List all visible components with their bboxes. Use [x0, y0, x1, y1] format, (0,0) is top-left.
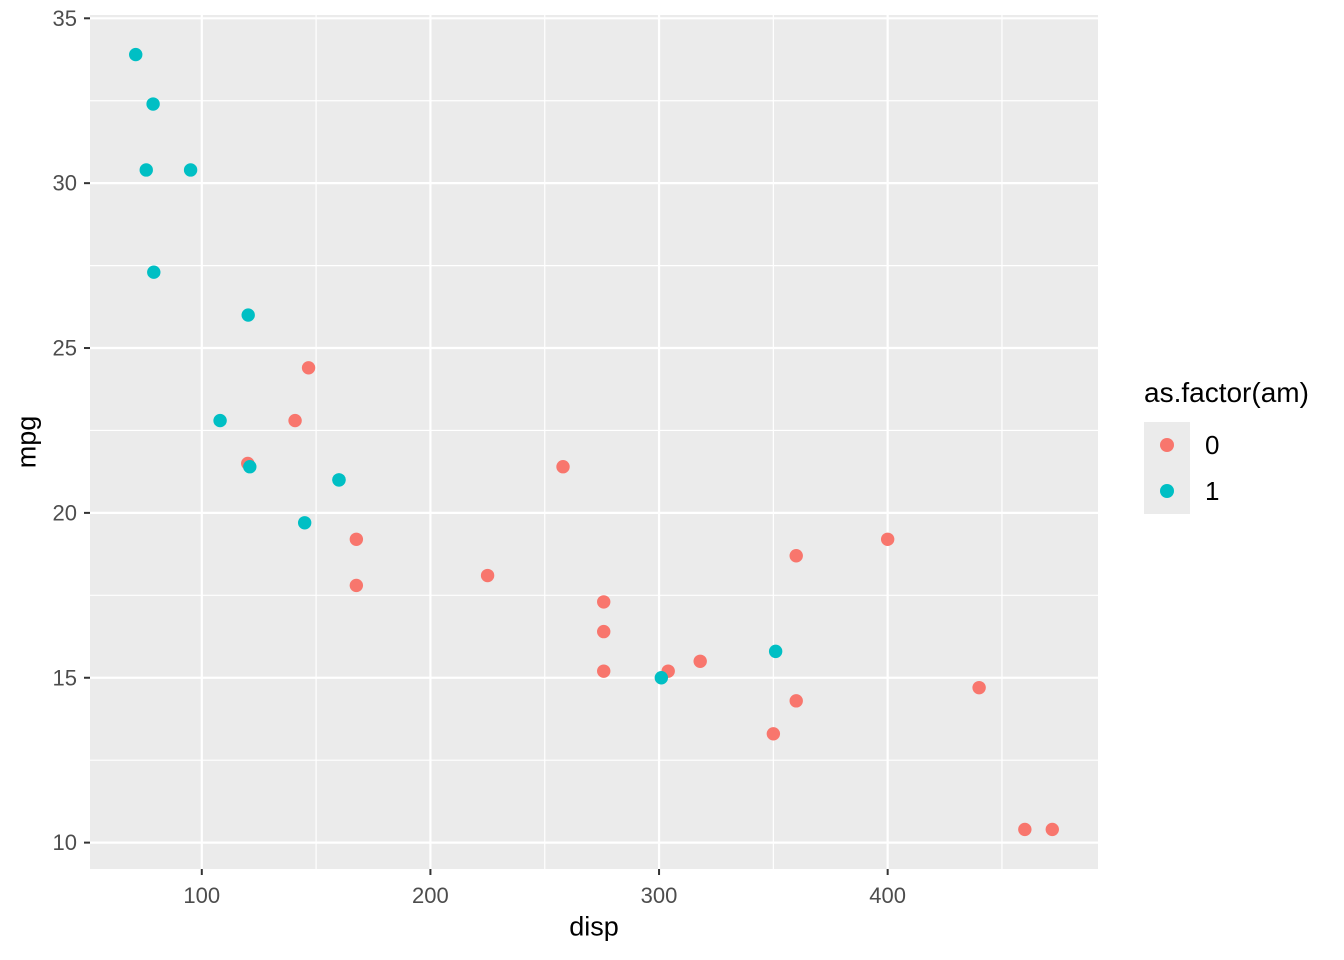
legend-title: as.factor(am) [1144, 377, 1309, 408]
legend-dot-icon-am-0 [1160, 438, 1174, 452]
data-point-am-0 [1045, 822, 1059, 837]
data-point-am-0 [349, 578, 364, 593]
legend-key-box-0 [1144, 422, 1190, 468]
legend-item-am-0: 0 [1144, 422, 1309, 468]
data-point-am-1 [243, 460, 257, 474]
data-point-am-0 [693, 654, 707, 668]
data-point-am-1 [213, 413, 227, 428]
data-point-am-0 [766, 727, 781, 741]
data-point-am-1 [183, 163, 198, 177]
y-tick-label: 25 [53, 336, 77, 361]
data-point-am-0 [972, 680, 986, 695]
data-point-am-0 [1018, 822, 1032, 837]
data-point-am-0 [597, 595, 611, 609]
y-tick-label: 30 [53, 171, 77, 196]
plot-panel [90, 15, 1098, 869]
data-point-am-1 [129, 47, 143, 62]
legend-item-label-0: 0 [1205, 430, 1220, 460]
data-point-am-1 [768, 644, 783, 659]
legend-item-label-1: 1 [1205, 476, 1220, 506]
legend-dot-icon-am-1 [1160, 484, 1174, 498]
y-tick-label: 15 [53, 665, 77, 690]
data-point-am-1 [297, 516, 312, 530]
x-tick-label: 300 [641, 883, 678, 908]
y-axis-title: mpg [11, 415, 42, 469]
data-point-am-0 [288, 413, 302, 428]
data-point-am-0 [597, 624, 611, 639]
data-point-am-0 [349, 532, 364, 546]
legend-key-box-1 [1144, 468, 1190, 514]
y-tick-label: 10 [53, 830, 77, 855]
legend-item-am-1: 1 [1144, 468, 1309, 514]
data-point-am-1 [146, 97, 160, 111]
data-point-am-1 [147, 265, 161, 279]
data-point-am-0 [880, 532, 895, 546]
data-point-am-0 [556, 460, 570, 474]
legend-keys: 0 1 [1144, 422, 1309, 514]
x-tick-label: 100 [183, 883, 220, 908]
x-axis-title: disp [569, 911, 619, 942]
y-tick-label: 20 [53, 500, 77, 525]
x-tick-label: 400 [869, 883, 906, 908]
data-point-am-1 [332, 473, 346, 487]
data-point-am-0 [480, 568, 495, 583]
x-tick-label: 200 [412, 883, 449, 908]
data-point-am-1 [241, 308, 255, 322]
data-point-am-0 [789, 549, 803, 563]
data-point-am-0 [301, 361, 316, 375]
y-tick-label: 35 [53, 6, 77, 31]
data-point-am-1 [139, 163, 153, 177]
data-point-am-1 [654, 671, 669, 685]
data-point-am-0 [789, 694, 803, 708]
legend: as.factor(am) 0 1 [1144, 379, 1309, 514]
data-point-am-0 [597, 664, 611, 678]
